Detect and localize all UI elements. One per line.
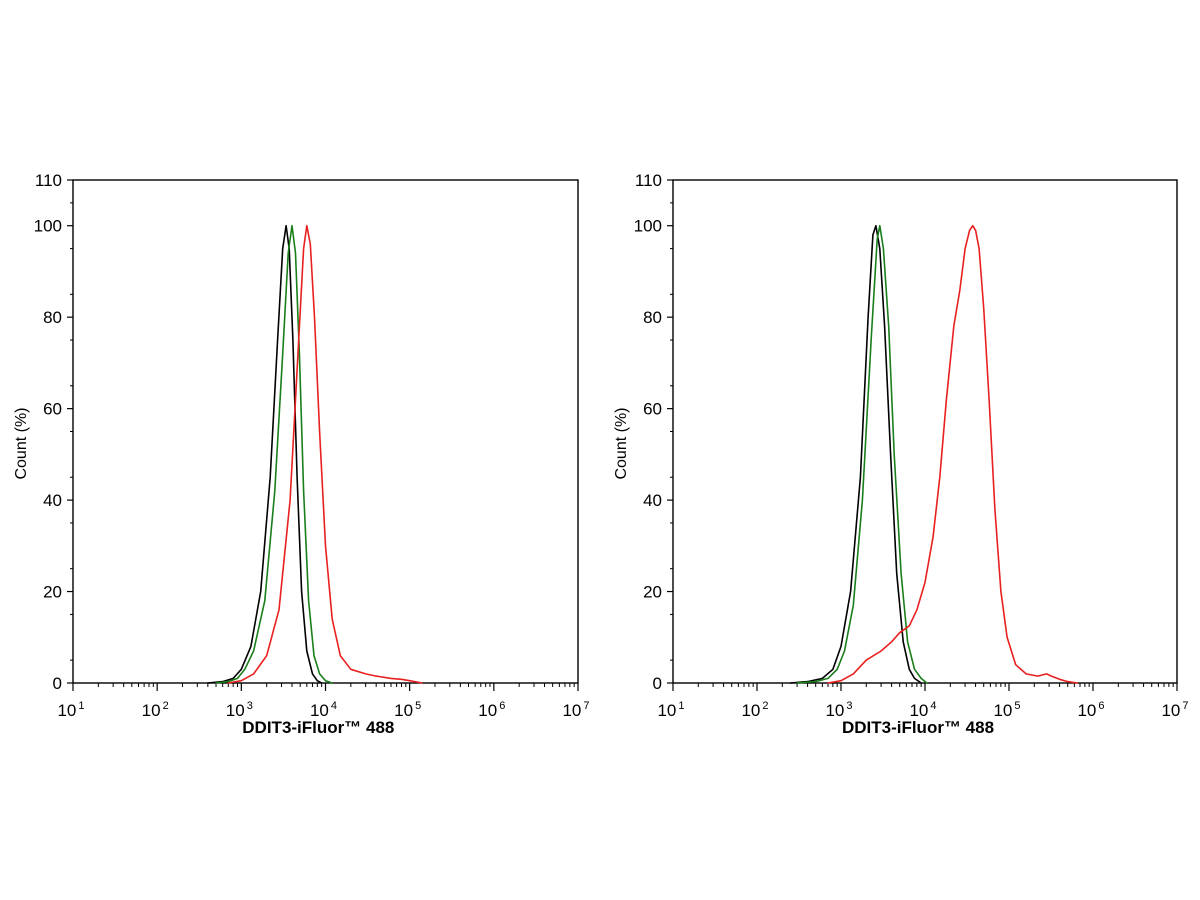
series-line-1 [796, 224, 928, 684]
x-tick-base: 10 [1077, 701, 1096, 720]
x-tick-label: 10 2 [741, 700, 768, 720]
x-tick-exponent: 4 [331, 700, 337, 712]
x-tick-base: 10 [478, 701, 497, 720]
x-tick-base: 10 [142, 701, 161, 720]
x-tick-exponent: 7 [1182, 700, 1188, 712]
y-tick-label: 100 [634, 217, 662, 236]
x-tick-base: 10 [57, 701, 76, 720]
x-tick-exponent: 5 [1014, 700, 1020, 712]
x-tick-label: 10 7 [562, 700, 589, 720]
series-line-0 [789, 224, 923, 684]
x-tick-label: 10 5 [993, 700, 1020, 720]
x-tick-label: 10 4 [310, 700, 337, 720]
x-tick-exponent: 5 [415, 700, 421, 712]
x-tick-base: 10 [1161, 701, 1180, 720]
y-tick-label: 0 [53, 674, 62, 693]
x-tick-exponent: 1 [78, 700, 84, 712]
x-tick-base: 10 [226, 701, 245, 720]
x-tick-base: 10 [657, 701, 676, 720]
x-tick-exponent: 2 [163, 700, 169, 712]
series-line-0 [207, 224, 323, 684]
x-tick-exponent: 7 [583, 700, 589, 712]
x-tick-exponent: 3 [247, 700, 253, 712]
y-tick-label: 80 [643, 308, 662, 327]
x-tick-label: 10 5 [394, 700, 421, 720]
x-tick-label: 10 4 [909, 700, 936, 720]
x-tick-exponent: 6 [499, 700, 505, 712]
y-axis-label: Count (%) [613, 407, 630, 479]
x-tick-label: 10 3 [825, 700, 852, 720]
x-tick-base: 10 [562, 701, 581, 720]
y-tick-label: 40 [643, 491, 662, 510]
x-tick-label: 10 7 [1161, 700, 1188, 720]
x-tick-base: 10 [310, 701, 329, 720]
x-tick-base: 10 [394, 701, 413, 720]
x-tick-base: 10 [909, 701, 928, 720]
x-tick-label: 10 1 [657, 700, 684, 720]
x-tick-base: 10 [741, 701, 760, 720]
x-axis-label: DDIT3-iFluor™ 488 [842, 718, 994, 737]
x-tick-exponent: 2 [762, 700, 768, 712]
y-axis-label: Count (%) [13, 407, 30, 479]
series-line-2 [227, 224, 423, 684]
y-tick-label: 110 [635, 171, 662, 190]
x-axis-label: DDIT3-iFluor™ 488 [242, 718, 394, 737]
x-tick-label: 10 3 [226, 700, 253, 720]
y-tick-label: 60 [43, 400, 62, 419]
x-tick-base: 10 [993, 701, 1012, 720]
y-tick-label: 110 [35, 171, 62, 190]
x-tick-label: 10 2 [142, 700, 169, 720]
x-tick-exponent: 3 [846, 700, 852, 712]
x-tick-exponent: 4 [930, 700, 936, 712]
y-tick-label: 0 [653, 674, 662, 693]
x-tick-exponent: 1 [678, 700, 684, 712]
y-tick-label: 20 [643, 583, 662, 602]
y-tick-label: 80 [43, 308, 62, 327]
y-tick-label: 60 [643, 400, 662, 419]
series-line-1 [215, 224, 334, 684]
y-tick-label: 40 [43, 491, 62, 510]
x-tick-exponent: 6 [1098, 700, 1104, 712]
y-tick-label: 20 [43, 583, 62, 602]
series-line-2 [827, 224, 1079, 684]
x-tick-label: 10 1 [57, 700, 84, 720]
x-tick-label: 10 6 [478, 700, 505, 720]
x-tick-base: 10 [825, 701, 844, 720]
y-tick-label: 100 [34, 217, 62, 236]
x-tick-label: 10 6 [1077, 700, 1104, 720]
